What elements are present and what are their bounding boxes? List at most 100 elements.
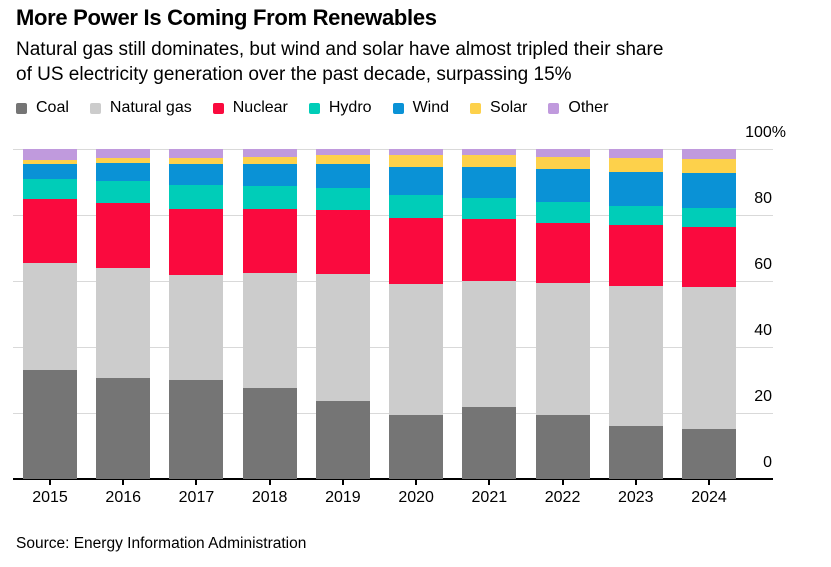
x-tick-2020 (415, 480, 418, 485)
bar-segment-wind (681, 173, 736, 208)
legend-swatch-natural-gas-icon (89, 102, 101, 114)
bar-segment-nuclear (169, 209, 224, 276)
bar-segment-coal (389, 415, 444, 479)
bar-segment-solar (608, 158, 663, 173)
chart-title: More Power Is Coming From Renewables (16, 5, 437, 30)
bar-segment-natural-gas (169, 275, 224, 380)
x-axis-label-2017: 2017 (178, 489, 215, 506)
legend-item-nuclear: Nuclear (212, 99, 288, 117)
x-axis-label-2020: 2020 (398, 489, 434, 506)
bar-segment-hydro (389, 194, 444, 218)
bar-segment-other (608, 149, 663, 159)
bar-segment-natural-gas (23, 263, 77, 371)
bar-segment-solar (315, 155, 370, 165)
bar-2024 (681, 149, 736, 479)
legend-swatch-other-icon (548, 102, 560, 114)
bar-segment-other (535, 149, 590, 157)
bar-segment-natural-gas (315, 274, 370, 402)
bar-segment-solar (96, 158, 151, 164)
legend-item-other: Other (548, 99, 608, 117)
bar-2020 (389, 149, 444, 479)
x-tick-2022 (561, 480, 564, 485)
x-axis-label-2018: 2018 (251, 489, 288, 506)
y-axis-label-60: 60 (754, 256, 772, 273)
y-axis-label-20: 20 (754, 388, 772, 405)
bar-segment-natural-gas (462, 280, 517, 408)
bar-segment-hydro (462, 197, 517, 219)
bar-segment-hydro (242, 185, 297, 210)
bar-segment-solar (535, 156, 590, 169)
x-axis-label-2023: 2023 (617, 489, 654, 506)
bar-segment-other (462, 149, 517, 155)
legend-label: Other (568, 99, 609, 116)
bar-segment-coal (462, 407, 517, 479)
bar-segment-wind (315, 164, 370, 189)
subtitle-line-1: Natural gas still dominates, but wind an… (16, 39, 664, 60)
legend-swatch-hydro-icon (308, 102, 320, 114)
bar-segment-hydro (535, 202, 590, 223)
bar-2021 (462, 149, 517, 479)
legend-label: Nuclear (232, 99, 288, 116)
bar-segment-nuclear (315, 210, 370, 275)
bar-group (23, 149, 736, 479)
x-tick-2016 (122, 480, 125, 485)
bar-segment-other (389, 149, 444, 155)
bar-segment-coal (23, 370, 77, 479)
bar-segment-solar (462, 154, 517, 168)
legend-label: Wind (412, 99, 450, 116)
bar-segment-solar (389, 154, 444, 168)
bar-segment-coal (315, 401, 370, 479)
legend-item-solar: Solar (470, 99, 527, 117)
bar-segment-wind (23, 163, 77, 179)
bar-2018 (242, 149, 297, 479)
bar-segment-coal (96, 378, 151, 479)
legend-swatch-wind-icon (392, 102, 404, 114)
bar-segment-nuclear (23, 199, 77, 264)
legend-swatch-solar-icon (470, 102, 482, 114)
bar-segment-coal (242, 388, 297, 479)
legend-swatch-coal-icon (16, 102, 27, 114)
x-axis-label-2024: 2024 (691, 489, 727, 506)
bar-segment-other (96, 149, 151, 159)
x-tick-2023 (634, 480, 637, 485)
bar-segment-solar (169, 157, 224, 165)
bar-segment-wind (535, 168, 590, 203)
bar-segment-natural-gas (96, 267, 151, 379)
bar-segment-solar (681, 158, 736, 174)
bar-segment-wind (96, 163, 151, 182)
legend-item-natural-gas: Natural gas (89, 99, 192, 117)
bar-segment-hydro (681, 207, 736, 227)
bar-segment-solar (23, 160, 77, 164)
bar-segment-natural-gas (535, 282, 590, 416)
bar-segment-coal (169, 379, 224, 479)
bar-2017 (169, 149, 224, 479)
bar-segment-wind (462, 167, 517, 198)
legend-swatch-nuclear-icon (212, 102, 224, 114)
bar-segment-other (169, 149, 224, 158)
bar-segment-other (681, 149, 736, 159)
bar-segment-hydro (608, 205, 663, 225)
bar-segment-wind (608, 172, 663, 206)
bar-segment-coal (681, 429, 736, 479)
x-tick-2019 (341, 480, 344, 485)
legend-item-wind: Wind (392, 99, 450, 117)
bar-segment-wind (169, 164, 224, 185)
y-axis-label-40: 40 (754, 322, 772, 339)
x-axis-label-2019: 2019 (325, 489, 361, 506)
bar-segment-nuclear (242, 209, 297, 273)
legend-label: Coal (36, 99, 69, 116)
y-axis-label-80: 80 (754, 190, 772, 207)
bar-segment-hydro (23, 178, 77, 200)
legend-item-coal: Coal (16, 99, 69, 117)
source-note: Source: Energy Information Administratio… (16, 535, 307, 552)
x-tick-2021 (488, 480, 491, 485)
bar-segment-natural-gas (389, 283, 444, 416)
y-axis-label-100: 100% (745, 124, 786, 141)
x-tick-2024 (708, 480, 710, 485)
x-tick-2017 (195, 480, 198, 485)
x-axis-label-2015: 2015 (32, 489, 68, 506)
x-axis-label-2016: 2016 (105, 489, 142, 506)
x-axis-label-2022: 2022 (544, 489, 581, 506)
bar-segment-nuclear (535, 222, 590, 283)
